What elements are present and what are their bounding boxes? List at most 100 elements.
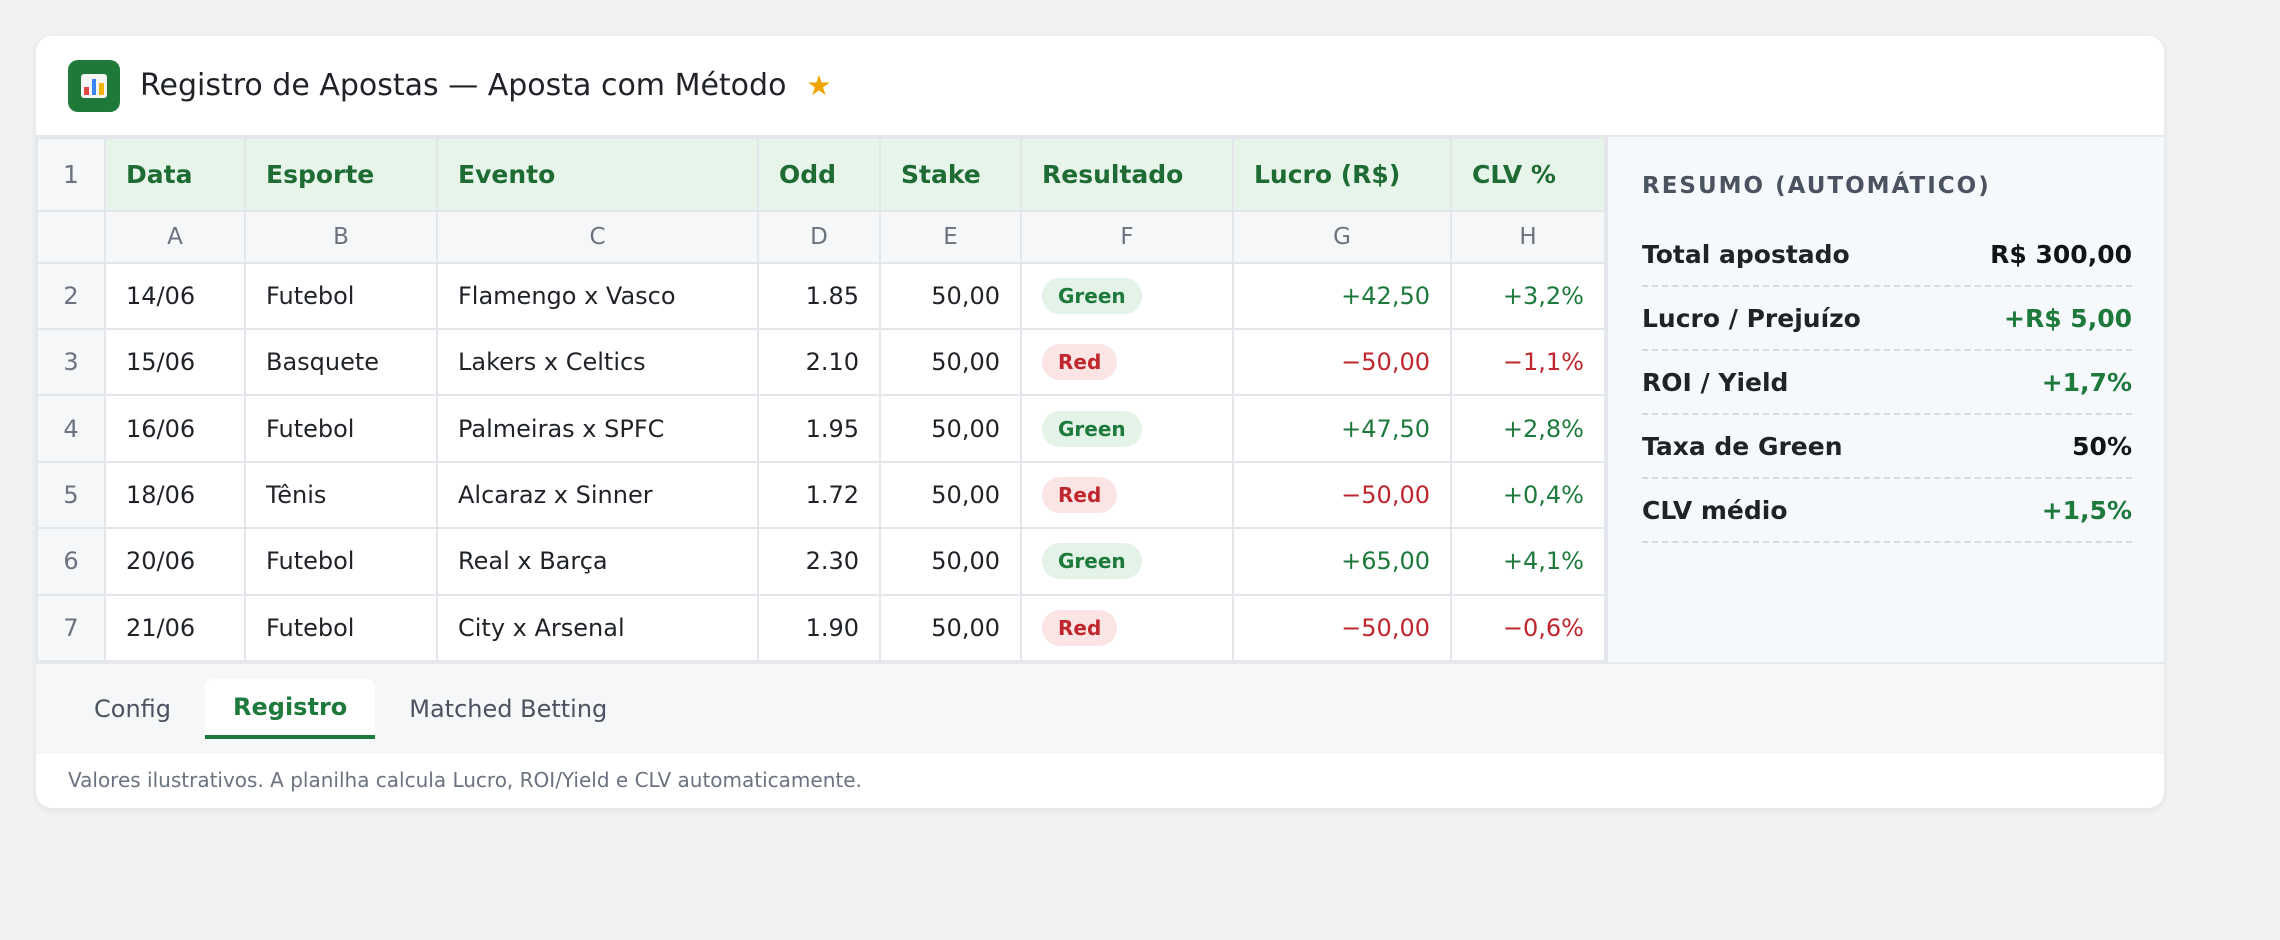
tab-registro[interactable]: Registro [205, 679, 376, 739]
cell-lucro[interactable]: +42,50 [1232, 261, 1452, 330]
cell-evento[interactable]: Real x Barça [436, 527, 759, 596]
row-number: 4 [36, 394, 106, 463]
summary-label: Total apostado [1642, 239, 1850, 269]
cell-esporte[interactable]: Basquete [244, 327, 438, 397]
column-letter[interactable]: H [1450, 209, 1606, 264]
summary-row-clv: CLV médio +1,5% [1642, 479, 2132, 543]
row-number: 2 [36, 261, 106, 330]
summary-label: ROI / Yield [1642, 367, 1789, 397]
cell-lucro[interactable]: −50,00 [1232, 593, 1452, 663]
column-letter[interactable]: E [879, 209, 1022, 264]
cell-resultado[interactable]: Red [1020, 327, 1234, 397]
result-badge: Red [1042, 609, 1118, 646]
summary-label: Lucro / Prejuízo [1642, 303, 1861, 333]
cell-data[interactable]: 20/06 [104, 527, 246, 596]
summary-value: 50% [2072, 431, 2132, 461]
star-icon[interactable]: ★ [806, 69, 832, 102]
column-letters-row: A B C D E F G H [36, 209, 1606, 264]
tab-config[interactable]: Config [94, 695, 172, 723]
column-letter[interactable]: G [1232, 209, 1452, 264]
cell-stake[interactable]: 50,00 [879, 460, 1022, 530]
header-cell-data[interactable]: Data [104, 137, 246, 212]
header-cell-esporte[interactable]: Esporte [244, 137, 438, 212]
cell-esporte[interactable]: Tênis [244, 460, 438, 530]
cell-evento[interactable]: Alcaraz x Sinner [436, 460, 759, 530]
title-bar: Registro de Apostas — Aposta com Método … [36, 36, 2164, 137]
header-cell-lucro[interactable]: Lucro (R$) [1232, 137, 1452, 212]
cell-resultado[interactable]: Red [1020, 460, 1234, 530]
cell-stake[interactable]: 50,00 [879, 261, 1022, 330]
cell-esporte[interactable]: Futebol [244, 394, 438, 463]
cell-odd[interactable]: 2.10 [757, 327, 881, 397]
cell-lucro[interactable]: −50,00 [1232, 460, 1452, 530]
corner-cell [36, 209, 106, 264]
cell-stake[interactable]: 50,00 [879, 327, 1022, 397]
cell-stake[interactable]: 50,00 [879, 527, 1022, 596]
column-letter[interactable]: B [244, 209, 438, 264]
cell-evento[interactable]: Palmeiras x SPFC [436, 394, 759, 463]
header-cell-clv[interactable]: CLV % [1450, 137, 1606, 212]
table-row: 4 16/06 Futebol Palmeiras x SPFC 1.95 50… [36, 394, 1606, 463]
cell-resultado[interactable]: Green [1020, 261, 1234, 330]
cell-lucro[interactable]: +47,50 [1232, 394, 1452, 463]
cell-data[interactable]: 15/06 [104, 327, 246, 397]
cell-evento[interactable]: City x Arsenal [436, 593, 759, 663]
cell-lucro[interactable]: +65,00 [1232, 527, 1452, 596]
cell-evento[interactable]: Lakers x Celtics [436, 327, 759, 397]
cell-clv[interactable]: +4,1% [1450, 527, 1606, 596]
cell-evento[interactable]: Flamengo x Vasco [436, 261, 759, 330]
result-badge: Green [1042, 277, 1142, 314]
summary-title: RESUMO (AUTOMÁTICO) [1642, 173, 1991, 199]
column-letter[interactable]: F [1020, 209, 1234, 264]
spreadsheet-card: Registro de Apostas — Aposta com Método … [36, 36, 2164, 808]
cell-esporte[interactable]: Futebol [244, 527, 438, 596]
bets-table: 1 Data Esporte Evento Odd Stake Resultad… [36, 137, 1606, 663]
summary-label: CLV médio [1642, 495, 1788, 525]
cell-clv[interactable]: +2,8% [1450, 394, 1606, 463]
row-number: 3 [36, 327, 106, 397]
header-cell-evento[interactable]: Evento [436, 137, 759, 212]
table-row: 3 15/06 Basquete Lakers x Celtics 2.10 5… [36, 327, 1606, 397]
table-row: 5 18/06 Tênis Alcaraz x Sinner 1.72 50,0… [36, 460, 1606, 530]
header-cell-stake[interactable]: Stake [879, 137, 1022, 212]
cell-odd[interactable]: 2.30 [757, 527, 881, 596]
cell-resultado[interactable]: Green [1020, 394, 1234, 463]
column-letter[interactable]: D [757, 209, 881, 264]
cell-data[interactable]: 21/06 [104, 593, 246, 663]
summary-row-lucro: Lucro / Prejuízo +R$ 5,00 [1642, 287, 2132, 351]
tab-matched-betting[interactable]: Matched Betting [409, 695, 608, 723]
cell-lucro[interactable]: −50,00 [1232, 327, 1452, 397]
cell-stake[interactable]: 50,00 [879, 394, 1022, 463]
footer-note: Valores ilustrativos. A planilha calcula… [68, 768, 862, 792]
column-letter[interactable]: C [436, 209, 759, 264]
cell-data[interactable]: 16/06 [104, 394, 246, 463]
header-row: 1 Data Esporte Evento Odd Stake Resultad… [36, 137, 1606, 212]
cell-clv[interactable]: +0,4% [1450, 460, 1606, 530]
cell-odd[interactable]: 1.90 [757, 593, 881, 663]
cell-esporte[interactable]: Futebol [244, 261, 438, 330]
column-letter[interactable]: A [104, 209, 246, 264]
summary-value: +1,5% [2041, 495, 2132, 525]
summary-row-roi: ROI / Yield +1,7% [1642, 351, 2132, 415]
cell-stake[interactable]: 50,00 [879, 593, 1022, 663]
cell-resultado[interactable]: Green [1020, 527, 1234, 596]
cell-clv[interactable]: −1,1% [1450, 327, 1606, 397]
cell-data[interactable]: 14/06 [104, 261, 246, 330]
result-badge: Green [1042, 543, 1142, 580]
cell-esporte[interactable]: Futebol [244, 593, 438, 663]
cell-resultado[interactable]: Red [1020, 593, 1234, 663]
cell-odd[interactable]: 1.72 [757, 460, 881, 530]
cell-odd[interactable]: 1.85 [757, 261, 881, 330]
cell-clv[interactable]: −0,6% [1450, 593, 1606, 663]
row-number: 7 [36, 593, 106, 663]
cell-data[interactable]: 18/06 [104, 460, 246, 530]
summary-row-taxa-green: Taxa de Green 50% [1642, 415, 2132, 479]
table-row: 7 21/06 Futebol City x Arsenal 1.90 50,0… [36, 593, 1606, 663]
page-title: Registro de Apostas — Aposta com Método [140, 68, 787, 103]
header-cell-odd[interactable]: Odd [757, 137, 881, 212]
cell-clv[interactable]: +3,2% [1450, 261, 1606, 330]
cell-odd[interactable]: 1.95 [757, 394, 881, 463]
row-number: 1 [36, 137, 106, 212]
header-cell-resultado[interactable]: Resultado [1020, 137, 1234, 212]
spreadsheet-chart-icon [68, 59, 120, 112]
